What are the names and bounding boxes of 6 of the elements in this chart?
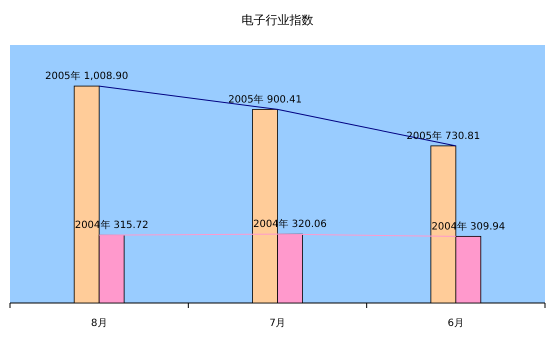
data-label: 2005年 1,008.90 bbox=[45, 71, 128, 82]
title: 电子行业指数 bbox=[242, 13, 314, 27]
x-tick: 6月 bbox=[448, 318, 464, 329]
x-tick: 8月 bbox=[90, 318, 108, 329]
data-label: 2005年 900.41 bbox=[228, 94, 302, 106]
x-tick: 7月 bbox=[269, 318, 286, 329]
